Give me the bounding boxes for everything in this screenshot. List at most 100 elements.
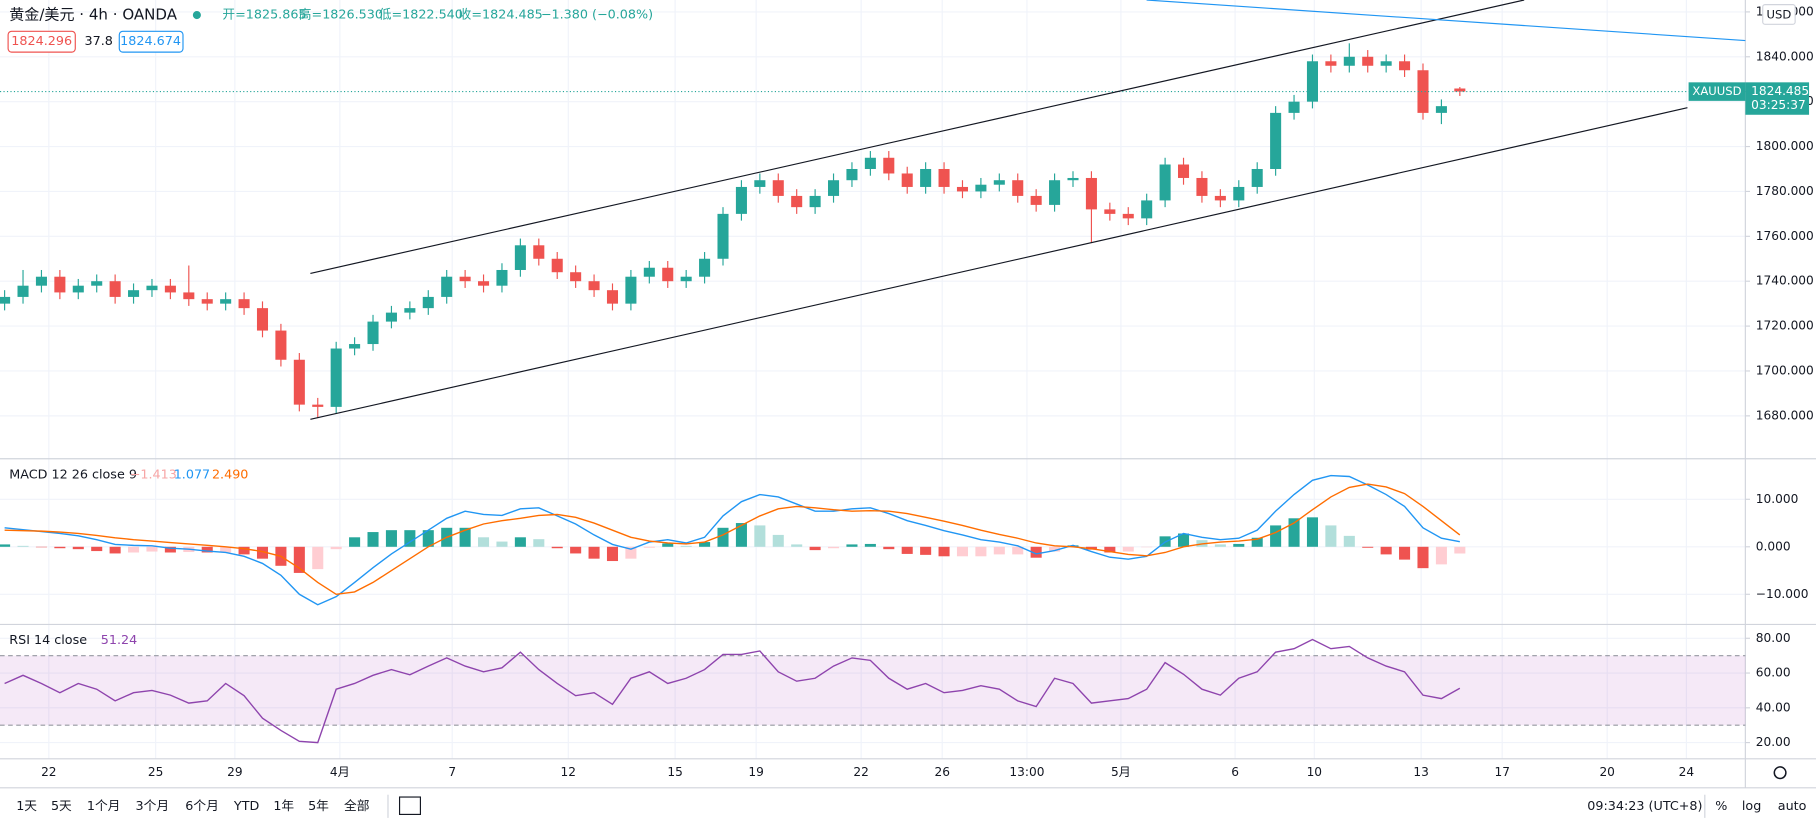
candle-body xyxy=(1306,61,1318,102)
macd-histogram-bar xyxy=(330,546,342,550)
candle-body xyxy=(1104,209,1116,214)
macd-histogram-bar xyxy=(1435,546,1447,565)
macd-histogram-bar xyxy=(312,546,324,570)
macd-histogram-bar xyxy=(606,546,619,562)
x-tick-label: 22 xyxy=(853,765,868,779)
x-tick-label: 13:00 xyxy=(1009,765,1044,779)
macd-histogram-bar xyxy=(680,545,692,547)
candle-body xyxy=(717,213,729,259)
candle-body xyxy=(533,245,545,259)
y-tick-label: 20.00 xyxy=(1756,735,1791,749)
macd-histogram-bar xyxy=(1343,535,1355,547)
x-tick-label: 24 xyxy=(1679,765,1695,779)
x-tick-label: 25 xyxy=(148,765,163,779)
range-button[interactable]: 1个月 xyxy=(87,799,121,814)
candle-body xyxy=(312,404,324,407)
symbol-label: XAUUSD xyxy=(1692,84,1741,98)
candle-body xyxy=(1435,106,1447,113)
scale-option[interactable]: auto xyxy=(1778,799,1807,814)
x-tick-label: 29 xyxy=(227,765,242,779)
y-tick-label: 10.000 xyxy=(1756,492,1799,506)
y-tick-label: 80.00 xyxy=(1756,631,1791,645)
macd-histogram-bar xyxy=(901,546,913,554)
scale-option[interactable]: % xyxy=(1715,799,1727,814)
macd-histogram-bar xyxy=(938,546,950,557)
range-button[interactable]: 3个月 xyxy=(136,799,170,814)
macd-legend-value: 2.490 xyxy=(212,467,248,482)
candle-body xyxy=(1085,177,1097,210)
ohlc-low: 低=1822.540 xyxy=(379,8,463,23)
range-button[interactable]: 1天 xyxy=(16,799,37,814)
candle-body xyxy=(183,292,195,300)
macd-histogram-bar xyxy=(643,546,655,548)
candle-body xyxy=(349,344,361,349)
spread: 37.8 xyxy=(85,34,113,49)
macd-histogram-bar xyxy=(1399,546,1411,560)
macd-histogram-bar xyxy=(754,525,766,547)
channel-lower[interactable] xyxy=(310,107,1688,420)
range-button[interactable]: 5年 xyxy=(308,799,329,814)
market-status-dot xyxy=(192,11,201,20)
macd-histogram-bar xyxy=(920,546,932,555)
channel-upper[interactable] xyxy=(310,0,1525,274)
candle-body xyxy=(1251,168,1263,187)
ohlc-change: −1.380 (−0.08%) xyxy=(541,8,653,23)
range-button[interactable]: YTD xyxy=(233,799,260,814)
ask-box[interactable] xyxy=(118,30,184,53)
macd-histogram-bar xyxy=(551,546,563,549)
candle-body xyxy=(699,258,711,277)
candle-body xyxy=(1141,200,1153,219)
rsi-legend-value: 51.24 xyxy=(101,633,137,648)
y-tick-label: 1780.000 xyxy=(1756,184,1814,198)
y-tick-label: 1800.000 xyxy=(1756,139,1814,153)
trend-line[interactable] xyxy=(1146,0,1746,42)
macd-histogram-bar xyxy=(91,546,103,552)
range-button[interactable]: 6个月 xyxy=(185,799,219,814)
macd-histogram-bar xyxy=(256,546,269,559)
macd-histogram-bar xyxy=(459,527,471,547)
macd-histogram-bar xyxy=(625,546,637,559)
range-button[interactable]: 1年 xyxy=(273,799,294,814)
rsi-line xyxy=(4,638,1461,744)
macd-histogram-bar xyxy=(735,523,747,547)
candle-body xyxy=(17,285,29,297)
candle-body xyxy=(422,296,434,309)
x-tick-label: 22 xyxy=(41,765,56,779)
macd-histogram-bar xyxy=(570,546,582,554)
candle-body xyxy=(680,276,692,282)
candle-body xyxy=(128,290,140,297)
candle-body xyxy=(220,299,232,304)
y-tick-label: 0.000 xyxy=(1756,539,1791,553)
macd-histogram-bar xyxy=(54,546,66,549)
settings-icon[interactable] xyxy=(1773,766,1787,780)
candle-body xyxy=(1288,101,1300,113)
candle-body xyxy=(864,157,876,169)
macd-histogram-bar xyxy=(846,544,858,547)
range-button[interactable]: 全部 xyxy=(344,798,370,814)
candle-body xyxy=(330,348,342,407)
macd-histogram-bar xyxy=(533,539,545,547)
macd-histogram-bar xyxy=(1362,546,1374,548)
scale-option[interactable]: log xyxy=(1742,799,1761,814)
candle-body xyxy=(1454,88,1466,92)
bid-box[interactable] xyxy=(7,30,76,53)
candle-body xyxy=(772,180,784,196)
macd-histogram-bar xyxy=(1306,517,1318,547)
candle-body xyxy=(1417,70,1429,113)
date-range-icon[interactable] xyxy=(398,796,421,815)
macd-histogram-bar xyxy=(385,530,397,547)
candle-body xyxy=(54,276,66,293)
y-tick-label: 1840.000 xyxy=(1756,49,1814,63)
candle-body xyxy=(496,269,508,286)
macd-histogram-bar xyxy=(349,537,361,547)
candle-body xyxy=(1325,61,1337,66)
candle-body xyxy=(920,168,932,187)
range-button[interactable]: 5天 xyxy=(51,799,72,814)
x-tick-label: 12 xyxy=(561,765,576,779)
candle-body xyxy=(570,272,582,282)
currency-box[interactable] xyxy=(1762,4,1796,25)
macd-histogram-bar xyxy=(1417,546,1429,569)
signal-line xyxy=(4,483,1461,596)
